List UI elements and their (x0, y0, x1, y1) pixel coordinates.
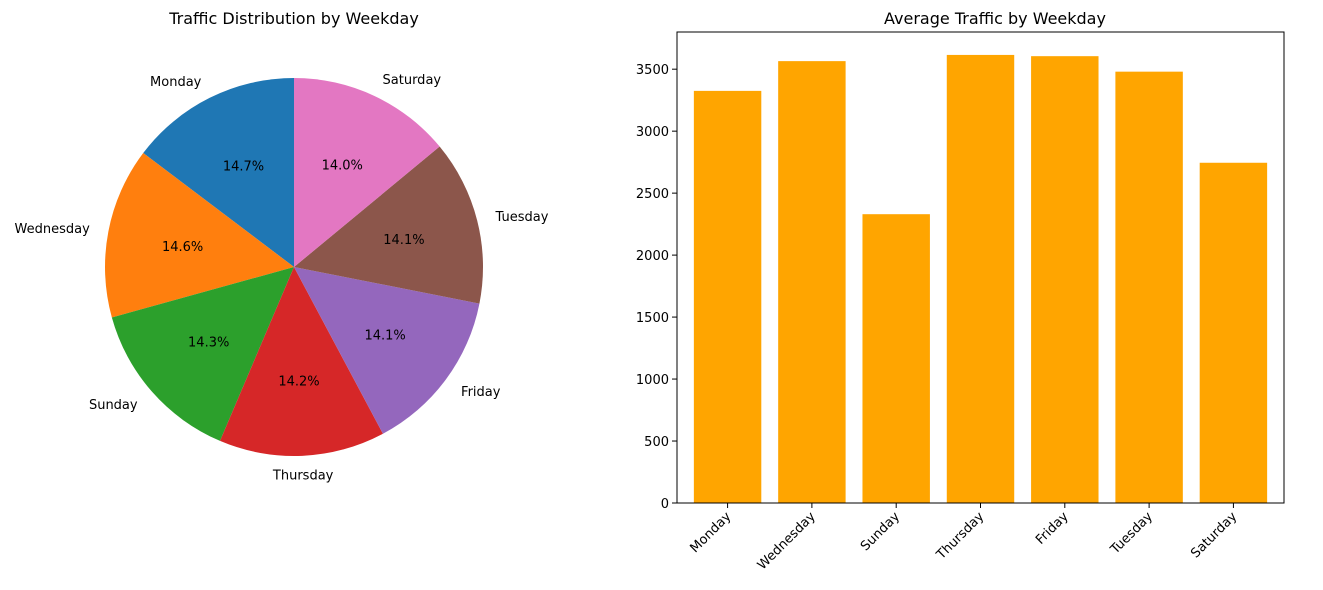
pie-label-monday: Monday (150, 75, 202, 90)
bar-bars (693, 54, 1268, 504)
x-tick-label-friday: Friday (1033, 509, 1072, 548)
pie-chart: Traffic Distribution by Weekday Monday 14… (15, 9, 549, 484)
bar-chart-title: Average Traffic by Weekday (884, 9, 1106, 28)
y-tick-label: 2500 (636, 187, 669, 202)
pie-label-thursday: Thursday (272, 469, 334, 484)
y-tick-label: 3000 (636, 125, 669, 140)
pie-label-wednesday: Wednesday (15, 222, 91, 237)
pie-labels: Monday 14.7% Wednesday 14.6% Sunday 14.3% Thur… (15, 73, 549, 484)
x-tick-label-tuesday: Tuesday (1107, 509, 1156, 558)
pie-pct-friday: 14.1% (364, 329, 405, 344)
pie-pct-monday: 14.7% (223, 159, 264, 174)
x-tick-label-wednesday: Wednesday (755, 509, 819, 573)
x-tick-label-monday: Monday (688, 509, 735, 556)
y-tick-label: 1500 (636, 311, 669, 326)
y-tick-label: 3500 (636, 63, 669, 78)
bar-x-axis: Monday Wednesday Sunday Thursday Friday Tuesd… (688, 503, 1240, 573)
pie-slice-saturday (294, 78, 440, 267)
pie-slice-tuesday (294, 146, 484, 304)
x-tick-label-saturday: Saturday (1188, 509, 1240, 561)
pie-slice-sunday (111, 267, 294, 441)
pie-label-friday: Friday (461, 385, 501, 400)
bar-thursday (946, 54, 1015, 504)
pie-label-saturday: Saturday (383, 73, 442, 88)
pie-slice-wednesday (105, 153, 294, 318)
bar-plot-frame (676, 31, 1285, 504)
bar-y-axis: 0 500 1000 1500 2000 2500 3000 3500 (636, 63, 677, 512)
bar-monday (693, 90, 762, 504)
pie-slice-thursday (220, 267, 383, 456)
x-tick-label-thursday: Thursday (933, 509, 987, 563)
y-tick-label: 500 (644, 435, 669, 450)
y-tick-label: 2000 (636, 249, 669, 264)
pie-pct-wednesday: 14.6% (162, 240, 203, 255)
pie-chart-title: Traffic Distribution by Weekday (168, 9, 419, 28)
bar-sunday (862, 214, 930, 503)
y-tick-label: 1000 (636, 373, 669, 388)
pie-pct-thursday: 14.2% (278, 374, 319, 389)
pie-pct-saturday: 14.0% (322, 158, 363, 173)
pie-slices (105, 78, 484, 456)
pie-slice-friday (294, 267, 480, 434)
bar-friday (1031, 56, 1099, 504)
y-tick-label: 0 (661, 497, 669, 512)
bar-chart: Average Traffic by Weekday 0 500 1000 1500 2… (636, 9, 1285, 573)
x-tick-label-sunday: Sunday (858, 509, 903, 554)
pie-label-sunday: Sunday (89, 398, 138, 413)
bar-saturday (1199, 162, 1268, 503)
bar-tuesday (1115, 71, 1183, 503)
pie-pct-tuesday: 14.1% (383, 233, 424, 248)
pie-pct-sunday: 14.3% (188, 336, 229, 351)
pie-label-tuesday: Tuesday (495, 210, 549, 225)
bar-wednesday (778, 61, 846, 503)
pie-slice-monday (143, 78, 294, 267)
